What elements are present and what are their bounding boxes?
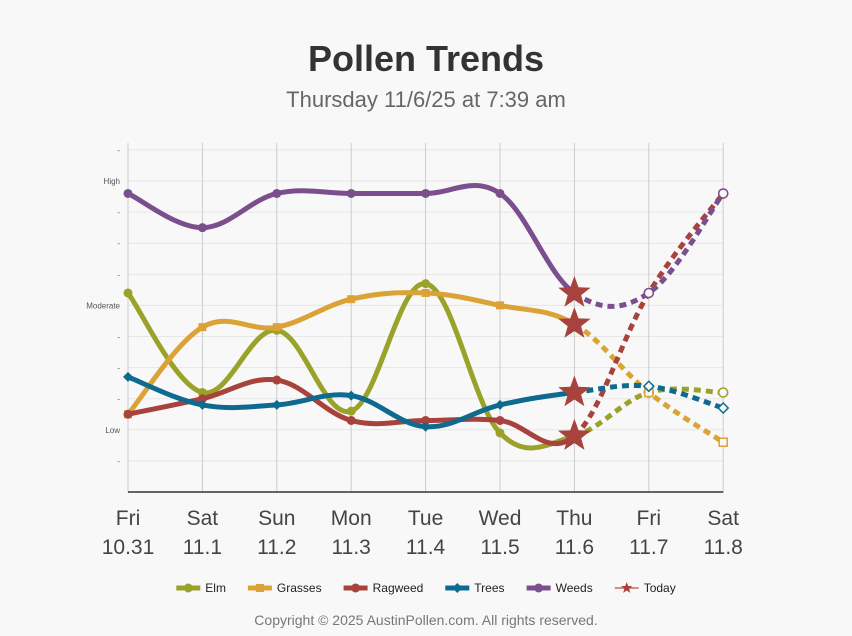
- x-tick-day: Thu: [556, 507, 592, 530]
- legend-marker-icon: [452, 583, 463, 593]
- y-tick-label: High: [104, 177, 120, 186]
- legend-label: Weeds: [556, 581, 593, 595]
- legend-star-icon: [621, 582, 633, 593]
- x-tick-day: Sun: [258, 507, 295, 530]
- data-point: [346, 406, 356, 416]
- data-point: [642, 380, 655, 393]
- x-tick-day: Fri: [637, 507, 662, 530]
- y-tick-label: -: [117, 364, 120, 373]
- y-tick-label: -: [117, 239, 120, 248]
- legend-label: Today: [644, 581, 676, 595]
- today-star-weeds: [558, 276, 591, 307]
- data-point: [272, 375, 282, 385]
- legend-item-today[interactable]: Today: [614, 581, 676, 595]
- legend-item-ragweed[interactable]: Ragweed: [343, 581, 424, 595]
- x-tick-date: 11.4: [406, 536, 446, 559]
- data-point: [197, 387, 207, 397]
- data-point: [717, 401, 730, 415]
- legend-item-grasses[interactable]: Grasses: [247, 581, 322, 595]
- data-point: [718, 437, 728, 447]
- data-point: [495, 188, 505, 198]
- data-point: [197, 223, 207, 233]
- data-point: [495, 399, 505, 410]
- y-tick-label: -: [117, 395, 120, 404]
- legend-label: Elm: [205, 581, 226, 595]
- data-point: [421, 415, 431, 425]
- x-tick-day: Mon: [331, 507, 372, 530]
- data-point: [643, 287, 655, 299]
- data-point: [421, 288, 430, 297]
- axes: - Low - - - Moderate - - - High - Fri 10.31 Sat 11.1 Su…: [86, 146, 743, 559]
- data-point: [271, 399, 282, 410]
- legend-label: Trees: [474, 581, 504, 595]
- data-point: [495, 428, 505, 438]
- x-tick-date: 10.31: [102, 536, 155, 559]
- data-point: [346, 390, 357, 401]
- data-point: [123, 371, 133, 382]
- data-point: [272, 323, 281, 332]
- legend-label: Ragweed: [373, 581, 424, 595]
- today-markers: [558, 276, 591, 450]
- y-tick-label: -: [117, 333, 120, 342]
- x-tick-day: Wed: [479, 507, 522, 530]
- series-weeds: [123, 183, 729, 309]
- today-star-grasses: [558, 307, 591, 338]
- data-point: [346, 188, 356, 198]
- y-tick-label: -: [117, 270, 120, 279]
- data-point: [421, 188, 431, 198]
- today-star-ragweed: [558, 419, 591, 450]
- legend-item-trees[interactable]: Trees: [445, 581, 505, 595]
- chart-title: Pollen Trends: [307, 38, 545, 79]
- legend-marker-icon: [255, 584, 264, 592]
- x-tick-date: 11.7: [629, 536, 668, 559]
- x-tick-date: 11.6: [555, 536, 594, 559]
- copyright-text: Copyright © 2025 AustinPollen.com. All r…: [254, 612, 598, 628]
- legend-item-weeds[interactable]: Weeds: [526, 581, 593, 595]
- series-trees: [123, 371, 730, 432]
- data-point: [346, 415, 356, 425]
- series-line-forecast: [573, 191, 726, 309]
- data-point: [123, 409, 133, 419]
- legend-marker-icon: [351, 583, 361, 593]
- y-tick-label: -: [117, 457, 120, 466]
- y-tick-label: -: [117, 146, 120, 155]
- x-tick-date: 11.2: [257, 536, 296, 559]
- x-tick-day: Tue: [408, 507, 443, 530]
- x-tick-date: 11.8: [704, 536, 743, 559]
- data-point: [272, 188, 282, 198]
- data-point: [496, 301, 504, 310]
- legend: Elm Grasses Ragweed Trees Weeds Today: [176, 581, 676, 595]
- x-tick-day: Sat: [707, 507, 739, 530]
- series: [123, 183, 730, 451]
- data-point: [198, 323, 207, 332]
- data-point: [197, 399, 208, 410]
- x-tick-day: Sat: [187, 507, 219, 530]
- y-tick-label: -: [117, 208, 120, 217]
- data-point: [197, 394, 207, 404]
- x-tick-day: Fri: [116, 507, 141, 530]
- data-point: [717, 387, 729, 398]
- x-tick-date: 11.5: [480, 536, 519, 559]
- x-tick-date: 11.1: [183, 536, 222, 559]
- today-star-trees: [558, 375, 591, 407]
- data-point: [717, 188, 729, 199]
- x-tick-date: 11.3: [332, 536, 371, 559]
- data-point: [123, 288, 133, 298]
- chart-subtitle: Thursday 11/6/25 at 7:39 am: [286, 87, 566, 112]
- data-point: [123, 188, 133, 198]
- data-point: [421, 279, 431, 289]
- data-point: [347, 295, 356, 304]
- y-tick-label: Moderate: [86, 301, 120, 310]
- legend-item-elm[interactable]: Elm: [176, 581, 226, 595]
- data-point: [420, 421, 431, 432]
- legend-label: Grasses: [277, 581, 322, 595]
- legend-marker-icon: [183, 583, 193, 593]
- legend-marker-icon: [534, 583, 544, 593]
- data-point: [495, 415, 505, 425]
- y-tick-label: Low: [105, 426, 120, 435]
